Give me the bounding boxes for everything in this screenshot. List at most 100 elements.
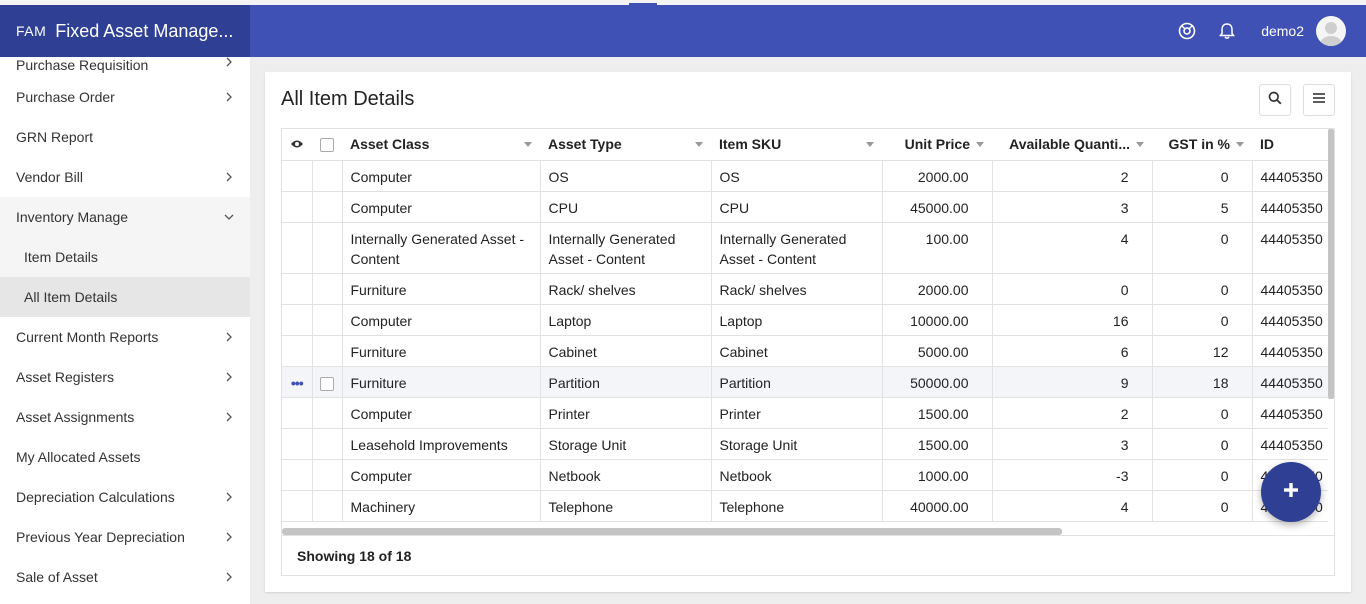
row-select-cell[interactable]	[312, 191, 343, 223]
table-row[interactable]: Furniture Rack/ shelves Rack/ shelves 20…	[282, 273, 1328, 305]
sort-icon[interactable]	[1136, 142, 1144, 147]
header-label: Asset Class	[350, 136, 430, 153]
sidebar-item-sale-of-asset[interactable]: Sale of Asset	[0, 557, 250, 597]
row-action-cell[interactable]	[282, 160, 313, 192]
row-select-cell[interactable]	[312, 397, 343, 429]
row-select-cell[interactable]	[312, 490, 343, 522]
chevron-right-icon	[224, 172, 234, 182]
table-row[interactable]: ••• Furniture Partition Partition 50000.…	[282, 366, 1328, 398]
row-action-cell[interactable]	[282, 490, 313, 522]
cell-asset-type: Netbook	[540, 459, 712, 491]
row-action-cell[interactable]	[282, 191, 313, 223]
row-checkbox[interactable]	[320, 376, 334, 391]
avatar[interactable]	[1316, 16, 1346, 46]
chevron-right-icon	[224, 532, 234, 542]
table-row[interactable]: Computer CPU CPU 45000.00 3 5 44405350	[282, 191, 1328, 223]
cell-asset-type: CPU	[540, 191, 712, 223]
sort-icon[interactable]	[524, 142, 532, 147]
bell-icon[interactable]	[1215, 19, 1239, 43]
eye-icon	[290, 136, 304, 152]
select-all-header[interactable]	[312, 129, 342, 161]
table-row[interactable]: Furniture Cabinet Cabinet 5000.00 6 12 4…	[282, 335, 1328, 367]
table-row[interactable]: Computer Netbook Netbook 1000.00 -3 0 44…	[282, 459, 1328, 491]
sidebar-item-asset-assignments[interactable]: Asset Assignments	[0, 397, 250, 437]
cell-unit-price: 2000.00	[882, 160, 993, 192]
sidebar-item-purchase-requisition[interactable]: Purchase Requisition	[0, 57, 250, 77]
username[interactable]: demo2	[1261, 23, 1304, 39]
sidebar-item-previous-year-depreciation[interactable]: Previous Year Depreciation	[0, 517, 250, 557]
support-icon[interactable]	[1175, 19, 1199, 43]
row-select-cell[interactable]	[312, 335, 343, 367]
header-asset-type[interactable]: Asset Type	[540, 129, 711, 161]
sidebar-item-item-details[interactable]: Item Details	[0, 237, 250, 277]
header-label: ID	[1260, 136, 1274, 153]
header-available-quantity[interactable]: Available Quanti...	[992, 129, 1152, 161]
sidebar-item-label: Depreciation Calculations	[16, 489, 175, 505]
sort-icon[interactable]	[1236, 142, 1244, 147]
sidebar-item-current-month-reports[interactable]: Current Month Reports	[0, 317, 250, 357]
header-gst[interactable]: GST in %	[1152, 129, 1252, 161]
sort-icon[interactable]	[976, 142, 984, 147]
column-visibility-header[interactable]	[282, 129, 312, 161]
sidebar-item-vendor-bill[interactable]: Vendor Bill	[0, 157, 250, 197]
table-row[interactable]: Computer Laptop Laptop 10000.00 16 0 444…	[282, 304, 1328, 336]
more-actions-icon[interactable]: •••	[290, 374, 304, 391]
cell-unit-price: 45000.00	[882, 191, 993, 223]
header-asset-class[interactable]: Asset Class	[342, 129, 540, 161]
row-action-cell[interactable]	[282, 273, 313, 305]
cell-id: 44405350	[1252, 160, 1328, 192]
row-action-cell[interactable]	[282, 397, 313, 429]
header-id[interactable]: ID	[1252, 129, 1328, 161]
row-action-cell[interactable]	[282, 428, 313, 460]
cell-asset-class: Computer	[342, 304, 541, 336]
row-select-cell[interactable]	[312, 304, 343, 336]
table-row[interactable]: Internally Generated Asset - Content Int…	[282, 222, 1328, 274]
sidebar-item-depreciation-calculations[interactable]: Depreciation Calculations	[0, 477, 250, 517]
cell-asset-class: Internally Generated Asset - Content	[342, 222, 541, 274]
row-select-cell[interactable]	[312, 428, 343, 460]
header-unit-price[interactable]: Unit Price	[882, 129, 992, 161]
row-action-cell[interactable]: •••	[282, 366, 313, 398]
select-all-checkbox[interactable]	[320, 138, 334, 153]
row-select-cell[interactable]	[312, 459, 343, 491]
row-action-cell[interactable]	[282, 304, 313, 336]
row-select-cell[interactable]	[312, 273, 343, 305]
cell-gst: 18	[1152, 366, 1253, 398]
sidebar-item-all-item-details[interactable]: All Item Details	[0, 277, 250, 317]
row-action-cell[interactable]	[282, 459, 313, 491]
sidebar-item-asset-registers[interactable]: Asset Registers	[0, 357, 250, 397]
sidebar-item-purchase-order[interactable]: Purchase Order	[0, 77, 250, 117]
cell-asset-class: Computer	[342, 160, 541, 192]
table-row[interactable]: Machinery Telephone Telephone 40000.00 4…	[282, 490, 1328, 522]
app-brand[interactable]: FAM Fixed Asset Manage...	[0, 5, 250, 57]
sort-icon[interactable]	[866, 142, 874, 147]
sidebar-item-grn-report[interactable]: GRN Report	[0, 117, 250, 157]
cell-item-sku: CPU	[711, 191, 883, 223]
menu-button[interactable]	[1303, 84, 1335, 116]
top-app-bar: demo2	[250, 5, 1366, 57]
cell-asset-type: OS	[540, 160, 712, 192]
cell-item-sku: Internally Generated Asset - Content	[711, 222, 883, 274]
sidebar-item-inventory-manage[interactable]: Inventory Manage	[0, 197, 250, 237]
row-select-cell[interactable]	[312, 366, 343, 398]
cell-asset-class: Furniture	[342, 366, 541, 398]
grid-footer: Showing 18 of 18	[282, 535, 1334, 575]
chevron-right-icon	[224, 92, 234, 102]
sort-icon[interactable]	[695, 142, 703, 147]
header-item-sku[interactable]: Item SKU	[711, 129, 882, 161]
sidebar-item-my-allocated-assets[interactable]: My Allocated Assets	[0, 437, 250, 477]
cell-gst: 0	[1152, 490, 1253, 522]
row-action-cell[interactable]	[282, 222, 313, 274]
row-select-cell[interactable]	[312, 160, 343, 192]
table-row[interactable]: Leasehold Improvements Storage Unit Stor…	[282, 428, 1328, 460]
header-label: Asset Type	[548, 136, 622, 153]
horizontal-scrollbar[interactable]	[282, 528, 1062, 535]
search-button[interactable]	[1259, 84, 1291, 116]
cell-available-quantity: 2	[992, 160, 1153, 192]
vertical-scrollbar[interactable]	[1328, 129, 1334, 399]
table-row[interactable]: Computer OS OS 2000.00 2 0 44405350	[282, 160, 1328, 192]
row-select-cell[interactable]	[312, 222, 343, 274]
add-item-button[interactable]	[1261, 462, 1321, 522]
row-action-cell[interactable]	[282, 335, 313, 367]
table-row[interactable]: Computer Printer Printer 1500.00 2 0 444…	[282, 397, 1328, 429]
